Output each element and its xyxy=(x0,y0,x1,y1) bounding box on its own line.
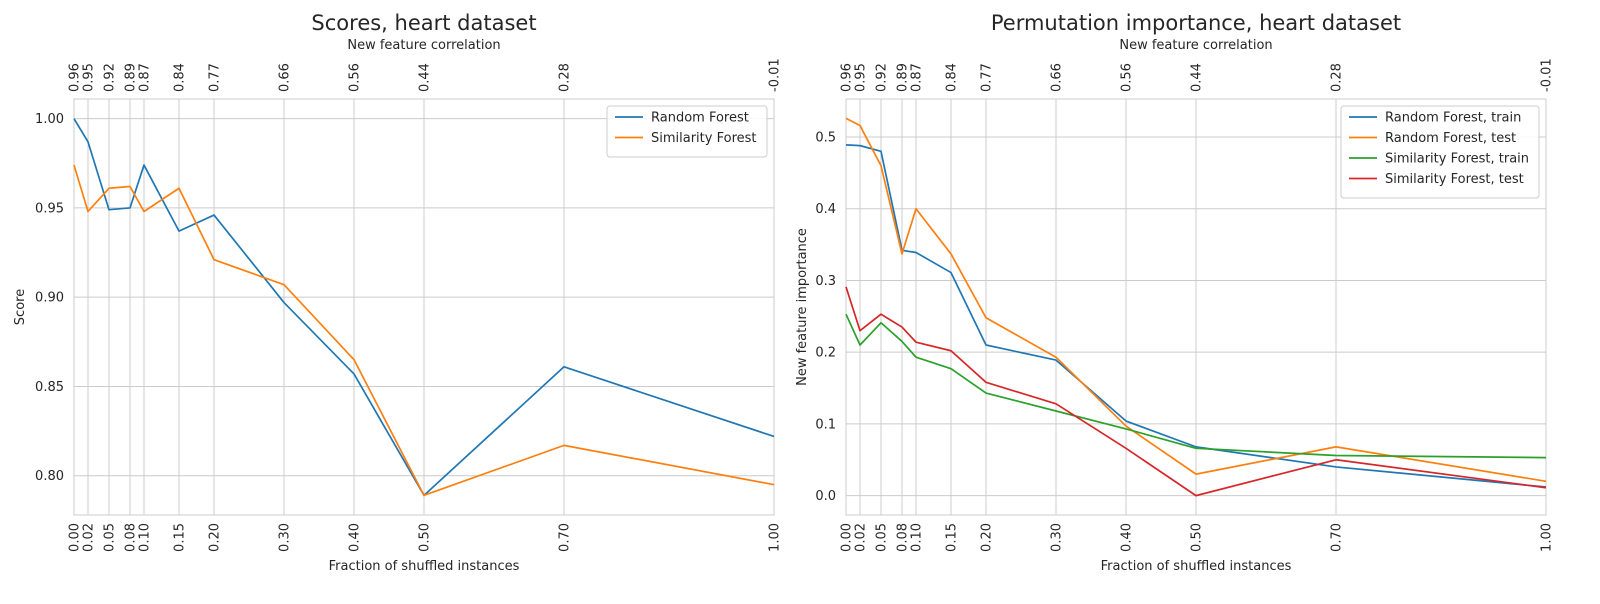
x-tick-label: 0.30 xyxy=(278,523,293,552)
legend-box xyxy=(1340,105,1540,199)
y-tick-label: 0.90 xyxy=(35,291,64,306)
x-tick-label: 0.08 xyxy=(896,523,911,552)
x-tick-label: 0.15 xyxy=(945,523,960,552)
series-line-2 xyxy=(845,117,1547,483)
top-tick-label: 0.56 xyxy=(348,63,363,92)
x-tick-label: 0.50 xyxy=(418,523,433,552)
x-axis-label: Fraction of shuffled instances xyxy=(329,559,520,574)
top-tick-label: 0.89 xyxy=(124,63,139,92)
chart-title: Scores, heart dataset xyxy=(311,11,536,35)
top-tick-label: 0.96 xyxy=(840,63,855,92)
plot-frame xyxy=(845,98,1547,516)
y-tick-label: 0.95 xyxy=(35,201,64,216)
x-tick-label: 0.05 xyxy=(875,523,890,552)
top-tick-label: 0.66 xyxy=(1050,63,1065,92)
top-tick-label: -0.01 xyxy=(1540,58,1555,92)
x-tick-label: 0.05 xyxy=(103,523,118,552)
y-tick-label: 0.80 xyxy=(35,469,64,484)
top-tick-label: -0.01 xyxy=(768,58,783,92)
top-tick-label: 0.92 xyxy=(103,63,118,92)
series-line-2 xyxy=(73,164,775,497)
legend-label-2: Similarity Forest xyxy=(651,131,757,146)
top-tick-label: 0.28 xyxy=(1330,63,1345,92)
top-axis-label: New feature correlation xyxy=(1119,38,1272,53)
x-tick-label: 0.02 xyxy=(854,523,869,552)
top-tick-label: 0.87 xyxy=(910,63,925,92)
legend-label-2: Random Forest, test xyxy=(1385,131,1516,146)
y-tick-label: 0.85 xyxy=(35,380,64,395)
x-tick-label: 0.02 xyxy=(82,523,97,552)
top-tick-label: 0.87 xyxy=(138,63,153,92)
x-tick-label: 0.50 xyxy=(1190,523,1205,552)
x-tick-label: 0.70 xyxy=(1330,523,1345,552)
legend-box xyxy=(606,105,768,158)
x-tick-label: 0.10 xyxy=(138,523,153,552)
top-tick-label: 0.56 xyxy=(1120,63,1135,92)
x-tick-label: 0.40 xyxy=(1120,523,1135,552)
y-tick-label: 0.2 xyxy=(815,346,836,361)
y-tick-label: 0.1 xyxy=(815,417,836,432)
chart-title: Permutation importance, heart dataset xyxy=(991,11,1401,35)
top-tick-label: 0.77 xyxy=(980,63,995,92)
legend: Random Forest, train Random Forest, test S… xyxy=(1340,105,1540,199)
top-tick-label: 0.95 xyxy=(854,63,869,92)
y-tick-label: 1.00 xyxy=(35,112,64,127)
top-tick-label: 0.92 xyxy=(875,63,890,92)
top-tick-label: 0.28 xyxy=(558,63,573,92)
y-tick-label: 0.3 xyxy=(815,274,836,289)
series-line-4 xyxy=(845,286,1547,497)
top-tick-label: 0.66 xyxy=(278,63,293,92)
x-tick-label: 0.10 xyxy=(910,523,925,552)
series-line-3 xyxy=(845,313,1547,459)
y-axis-label: Score xyxy=(13,289,28,325)
legend: Random Forest Similarity Forest xyxy=(606,105,768,158)
top-tick-label: 0.89 xyxy=(896,63,911,92)
x-tick-label: 0.30 xyxy=(1050,523,1065,552)
y-tick-label: 0.4 xyxy=(815,202,836,217)
legend-label-1: Random Forest xyxy=(651,111,749,126)
x-tick-label: 0.70 xyxy=(558,523,573,552)
legend-label-1: Random Forest, train xyxy=(1385,111,1521,126)
x-axis-label: Fraction of shuffled instances xyxy=(1101,559,1292,574)
top-tick-label: 0.96 xyxy=(68,63,83,92)
x-tick-label: 0.20 xyxy=(980,523,995,552)
y-tick-label: 0.0 xyxy=(815,489,836,504)
x-tick-label: 0.20 xyxy=(208,523,223,552)
top-tick-label: 0.84 xyxy=(173,63,188,92)
top-axis-label: New feature correlation xyxy=(347,38,500,53)
legend-label-4: Similarity Forest, test xyxy=(1385,172,1524,187)
y-axis-label: New feature importance xyxy=(795,228,810,386)
top-tick-label: 0.95 xyxy=(82,63,97,92)
y-tick-label: 0.5 xyxy=(815,131,836,146)
x-tick-label: 1.00 xyxy=(1540,523,1555,552)
x-tick-label: 0.40 xyxy=(348,523,363,552)
x-tick-label: 1.00 xyxy=(768,523,783,552)
top-tick-label: 0.44 xyxy=(1190,63,1205,92)
top-tick-label: 0.84 xyxy=(945,63,960,92)
chart-panel-2: 0.0 0.1 0.2 0.3 0.4 0.5 0.00 0.02 0.05 0.08 0.10 0.… xyxy=(795,11,1555,574)
x-tick-label: 0.08 xyxy=(124,523,139,552)
x-tick-label: 0.00 xyxy=(840,523,855,552)
legend-label-3: Similarity Forest, train xyxy=(1385,152,1529,167)
top-tick-label: 0.44 xyxy=(418,63,433,92)
plot-frame xyxy=(73,98,775,516)
x-tick-label: 0.00 xyxy=(68,523,83,552)
chart-panel-1: 0.80 0.85 0.90 0.95 1.00 0.00 0.02 0.05 0.08 0.10… xyxy=(13,11,783,574)
x-tick-label: 0.15 xyxy=(173,523,188,552)
top-tick-label: 0.77 xyxy=(208,63,223,92)
